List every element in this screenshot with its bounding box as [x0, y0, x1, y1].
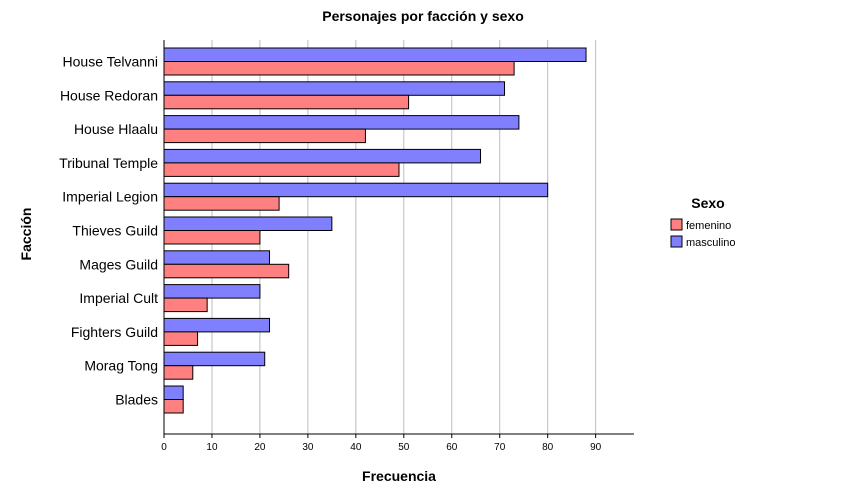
bar-masculino — [163, 81, 506, 96]
bar-masculino — [163, 284, 261, 299]
legend-label-femenino: femenino — [686, 220, 731, 232]
category-label: Fighters Guild — [71, 324, 158, 340]
x-tick-label: 30 — [302, 442, 314, 453]
category-label: House Hlaalu — [74, 121, 158, 137]
category-label: Imperial Cult — [79, 290, 158, 306]
bar-femenino — [163, 230, 261, 245]
bar-masculino — [163, 182, 549, 198]
axes — [163, 40, 634, 435]
legend-title: Sexo — [691, 195, 724, 211]
category-label: Mages Guild — [79, 256, 158, 272]
x-axis-title: Frecuencia — [362, 468, 436, 484]
category-label: Tribunal Temple — [59, 155, 158, 171]
category-label: Blades — [115, 392, 158, 408]
bar-masculino — [163, 216, 333, 231]
bar-femenino — [163, 297, 208, 313]
bar-femenino — [163, 263, 290, 279]
bar-masculino — [163, 47, 587, 62]
bar-masculino — [163, 250, 271, 265]
category-label: Imperial Legion — [62, 189, 158, 205]
bar-femenino — [163, 162, 400, 177]
x-tick-label: 20 — [254, 442, 266, 453]
x-tick-label: 40 — [350, 442, 362, 453]
legend-label-masculino: masculino — [686, 237, 736, 249]
x-tick-label: 60 — [446, 442, 458, 453]
bar-masculino — [163, 351, 266, 367]
chart-title: Personajes por facción y sexo — [322, 8, 524, 24]
bar-masculino — [163, 148, 482, 164]
bar-masculino — [163, 385, 184, 400]
x-tick-label: 50 — [398, 442, 410, 453]
legend-swatch-masculino — [670, 235, 683, 248]
bar-femenino — [163, 331, 199, 346]
category-label: House Redoran — [60, 87, 158, 103]
bar-femenino — [163, 196, 280, 211]
bar-femenino — [163, 128, 366, 144]
category-labels: House Telvanni House Redoran House Hlaalu T… — [59, 54, 158, 408]
x-tick-labels: 0 10 20 30 40 50 60 70 80 90 — [161, 434, 602, 453]
bar-femenino — [163, 399, 184, 414]
category-label: House Telvanni — [63, 54, 158, 70]
bar-masculino — [163, 317, 271, 333]
x-tick-label: 10 — [206, 442, 218, 453]
bar-femenino — [163, 94, 410, 110]
x-tick-label: 70 — [494, 442, 506, 453]
x-tick-label: 90 — [590, 442, 602, 453]
category-label: Morag Tong — [84, 358, 158, 374]
bar-masculino — [163, 115, 520, 130]
category-label: Thieves Guild — [72, 223, 158, 239]
y-axis-title: Facción — [18, 208, 34, 261]
x-tick-label: 80 — [542, 442, 554, 453]
bar-femenino — [163, 61, 515, 76]
x-tick-label: 0 — [161, 442, 167, 453]
legend: Sexo femenino masculino — [670, 195, 736, 249]
legend-swatch-femenino — [670, 218, 683, 231]
bar-femenino — [163, 365, 194, 380]
bars — [163, 47, 587, 414]
